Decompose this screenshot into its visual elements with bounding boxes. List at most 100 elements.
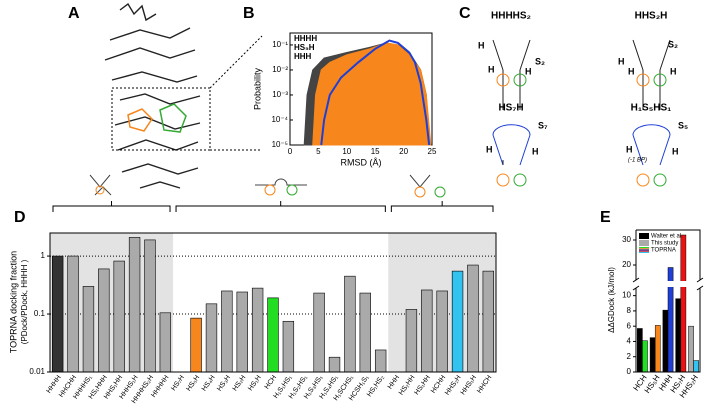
x-tick-label: 15 [371, 147, 380, 156]
diagrams-c [492, 39, 671, 187]
y-tick-label: 10⁻² [272, 65, 288, 74]
bar [267, 297, 279, 373]
bar [144, 239, 156, 373]
bar [675, 298, 682, 373]
diagram-label: H [628, 66, 635, 76]
x-tick-label: HS₅H [185, 374, 201, 392]
bar [421, 289, 433, 373]
x-tick-label: HS₇H [170, 374, 186, 392]
bar [467, 264, 479, 373]
panel-label: B [243, 5, 255, 22]
x-tick-label: HCH [264, 374, 278, 390]
bar [436, 290, 448, 373]
panel-label: E [600, 209, 611, 226]
legend-swatch [639, 247, 649, 249]
plot-frame [632, 229, 704, 373]
legend-entry: HHH [294, 52, 312, 61]
bar [98, 268, 110, 373]
bar [52, 255, 64, 373]
bar [67, 255, 79, 373]
y-tick-label: 10⁻¹ [272, 40, 288, 49]
diagram-label: H [478, 40, 485, 50]
y-tick-label: 8 [627, 306, 632, 315]
y-axis-label: TOPRNA docking fraction [8, 251, 18, 353]
y-tick-label: 10⁻⁵ [272, 140, 288, 149]
bar [680, 234, 687, 373]
bar [359, 292, 371, 373]
bar [251, 287, 264, 373]
y-tick-label: 0.1 [34, 309, 46, 318]
x-tick-label: HS₃H [216, 374, 232, 392]
legend-swatch [639, 251, 649, 253]
legend-swatch [639, 249, 649, 251]
bar [642, 340, 648, 373]
diagram-label: H [525, 66, 532, 76]
diagram-label: H [486, 144, 493, 154]
icons-d [89, 174, 446, 198]
bar [693, 360, 699, 373]
x-tick-label: 5 [316, 147, 321, 156]
legend-entry: Walter et al. [651, 234, 683, 240]
legend-swatch [639, 248, 649, 250]
y-tick-label: 30 [622, 235, 631, 244]
bar [374, 349, 387, 373]
legend-entry: HS₅H [294, 43, 315, 52]
bar [282, 320, 295, 373]
group-bracket [52, 201, 171, 212]
bar [190, 317, 202, 373]
bar [205, 303, 218, 373]
bar [113, 260, 125, 373]
structure-a [104, 2, 263, 189]
y-tick-label: 0.01 [29, 367, 45, 376]
line [320, 39, 431, 146]
legend-swatch [639, 233, 649, 239]
diagram-label: H [672, 146, 679, 156]
axis-break [632, 281, 704, 287]
diagram-label: S₇ [538, 120, 548, 130]
diagram-label: H [532, 146, 539, 156]
y-tick-label: 4 [627, 337, 632, 346]
group-bracket [390, 201, 494, 212]
diagram-label: S₂ [668, 39, 678, 49]
bar [313, 292, 325, 373]
diagram-label: S₅ [678, 120, 688, 130]
diagram-label: H [488, 64, 495, 74]
bar [649, 337, 656, 373]
panel-label: C [459, 5, 471, 22]
x-tick-label: 25 [428, 147, 437, 156]
bar [662, 309, 669, 373]
x-tick-label: HS₁HH [413, 374, 431, 396]
y-axis-label: ΔΔGDock (kJ/mol) [607, 267, 616, 333]
panel-label: A [68, 5, 80, 22]
bar [128, 237, 141, 373]
y-tick-label: 6 [627, 321, 632, 330]
diagram-label: H [618, 56, 625, 66]
group-bracket [175, 201, 386, 212]
y-tick-label: 20 [622, 260, 631, 269]
bar [159, 312, 172, 373]
x-tick-label: HHH [387, 374, 401, 390]
legend-swatch [639, 240, 649, 246]
bar [688, 325, 694, 373]
diagram-title: HHHHS₂ [491, 11, 531, 22]
bar [654, 325, 661, 373]
y-axis-label: Probability [252, 67, 262, 110]
diagram-label: S₂ [535, 56, 545, 66]
bar [637, 328, 643, 373]
panel-label: D [14, 209, 26, 226]
x-tick-label: HS₂H [232, 374, 248, 392]
y-tick-label: 0 [627, 367, 632, 376]
diagram-title: HHS₂H [635, 11, 668, 22]
legend-swatch [639, 250, 649, 252]
bar [328, 356, 341, 373]
diagram-label: H [670, 66, 677, 76]
x-tick-label: HS₁H [247, 374, 263, 392]
x-tick-label: HS₄H [201, 374, 217, 392]
diagram-label: (-1 BP) [628, 158, 647, 164]
x-tick-label: 20 [399, 147, 408, 156]
bar [82, 286, 95, 373]
plot-frame [49, 232, 497, 373]
legend-entry: TOPRNA [651, 248, 676, 254]
y-tick-label: 10⁻³ [272, 90, 288, 99]
